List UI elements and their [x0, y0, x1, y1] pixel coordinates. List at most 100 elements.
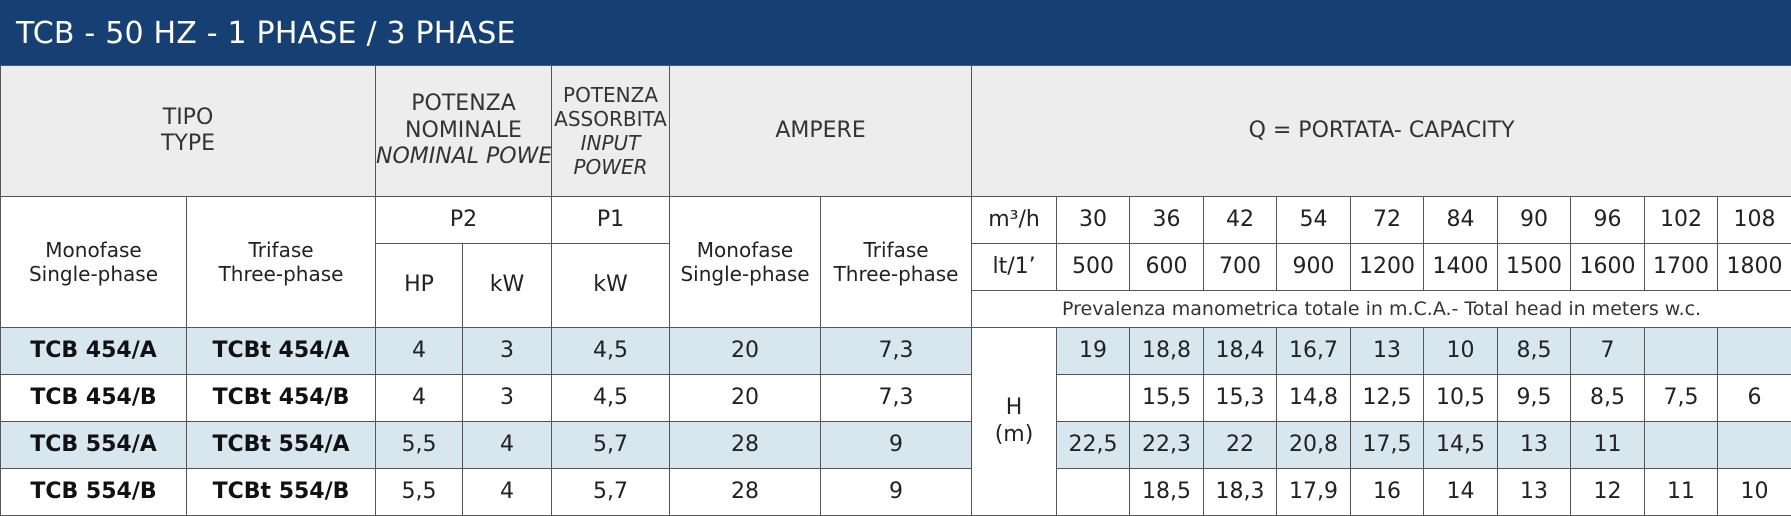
model-mono: TCB 554/A	[1, 422, 187, 469]
head-cell	[1057, 375, 1130, 422]
model-mono: TCB 454/B	[1, 375, 187, 422]
kw-cell: 4	[463, 469, 552, 516]
head-cell: 14,8	[1277, 375, 1351, 422]
amp-tri-cell: 7,3	[821, 375, 972, 422]
p1-cell: 5,7	[552, 422, 670, 469]
head-cell: 10	[1424, 328, 1498, 375]
head-cell: 7	[1571, 328, 1645, 375]
capacity-header: Q = PORTATA- CAPACITY	[972, 66, 1791, 197]
nominal-power-header: POTENZA NOMINALE NOMINAL POWER	[376, 66, 552, 197]
model-tri: TCBt 554/A	[187, 422, 376, 469]
head-cell: 22,5	[1057, 422, 1130, 469]
model-tri: TCBt 454/A	[187, 328, 376, 375]
hp-cell: 4	[376, 328, 463, 375]
head-cell: 16	[1351, 469, 1424, 516]
amp-tri-cell: 9	[821, 422, 972, 469]
flow-lt-cell: 1200	[1351, 244, 1424, 291]
model-tri: TCBt 554/B	[187, 469, 376, 516]
head-cell: 16,7	[1277, 328, 1351, 375]
unit-m3h: m³/h	[972, 197, 1057, 244]
head-cell: 8,5	[1571, 375, 1645, 422]
model-tri: TCBt 454/B	[187, 375, 376, 422]
flow-lt-cell: 600	[1130, 244, 1204, 291]
head-cell	[1057, 469, 1130, 516]
head-cell: 12	[1571, 469, 1645, 516]
flow-m3h-cell: 42	[1204, 197, 1277, 244]
head-cell: 14	[1424, 469, 1498, 516]
amp-mono-cell: 20	[670, 328, 821, 375]
flow-m3h-cell: 84	[1424, 197, 1498, 244]
p1-cell: 4,5	[552, 328, 670, 375]
table-row: TCB 454/B TCBt 454/B 4 3 4,5 20 7,3 15,5…	[1, 375, 1791, 422]
kw-cell: 3	[463, 328, 552, 375]
head-cell: 17,9	[1277, 469, 1351, 516]
kw-header: kW	[463, 244, 552, 328]
model-mono: TCB 454/A	[1, 328, 187, 375]
head-cell: 13	[1351, 328, 1424, 375]
kw-p1-header: kW	[552, 244, 670, 328]
flow-m3h-cell: 90	[1498, 197, 1571, 244]
hp-header: HP	[376, 244, 463, 328]
head-cell: 17,5	[1351, 422, 1424, 469]
p1-header: P1	[552, 197, 670, 244]
amp-tri-cell: 7,3	[821, 328, 972, 375]
table-title-bar: TCB - 50 HZ - 1 PHASE / 3 PHASE	[0, 0, 1791, 65]
flow-lt-cell: 1500	[1498, 244, 1571, 291]
head-cell: 18,5	[1130, 469, 1204, 516]
flow-m3h-cell: 36	[1130, 197, 1204, 244]
kw-cell: 4	[463, 422, 552, 469]
head-cell: 14,5	[1424, 422, 1498, 469]
head-cell: 13	[1498, 469, 1571, 516]
head-cell: 22,3	[1130, 422, 1204, 469]
head-cell: 18,4	[1204, 328, 1277, 375]
model-mono: TCB 554/B	[1, 469, 187, 516]
hp-cell: 5,5	[376, 469, 463, 516]
head-cell: 22	[1204, 422, 1277, 469]
amp-mono-cell: 28	[670, 422, 821, 469]
flow-lt-cell: 1800	[1718, 244, 1791, 291]
p1-cell: 5,7	[552, 469, 670, 516]
flow-lt-cell: 900	[1277, 244, 1351, 291]
head-cell: 11	[1645, 469, 1718, 516]
flow-m3h-cell: 30	[1057, 197, 1130, 244]
head-cell: 18,8	[1130, 328, 1204, 375]
flow-m3h-cell: 72	[1351, 197, 1424, 244]
flow-m3h-cell: 96	[1571, 197, 1645, 244]
head-cell: 10,5	[1424, 375, 1498, 422]
kw-cell: 3	[463, 375, 552, 422]
table-row: TCB 554/A TCBt 554/A 5,5 4 5,7 28 9 22,5…	[1, 422, 1791, 469]
head-cell: 18,3	[1204, 469, 1277, 516]
flow-lt-cell: 700	[1204, 244, 1277, 291]
head-cell: 10	[1718, 469, 1791, 516]
table-title: TCB - 50 HZ - 1 PHASE / 3 PHASE	[16, 16, 516, 51]
head-cell: 15,5	[1130, 375, 1204, 422]
head-cell	[1645, 328, 1718, 375]
flow-m3h-cell: 108	[1718, 197, 1791, 244]
hp-cell: 5,5	[376, 422, 463, 469]
unit-lt: lt/1’	[972, 244, 1057, 291]
head-cell: 6	[1718, 375, 1791, 422]
table-row: TCB 554/B TCBt 554/B 5,5 4 5,7 28 9 18,5…	[1, 469, 1791, 516]
head-cell	[1645, 422, 1718, 469]
head-cell: 15,3	[1204, 375, 1277, 422]
head-cell	[1718, 328, 1791, 375]
head-cell	[1718, 422, 1791, 469]
amp-mono-cell: 28	[670, 469, 821, 516]
flow-m3h-cell: 102	[1645, 197, 1718, 244]
p1-cell: 4,5	[552, 375, 670, 422]
ampere-header: AMPERE	[670, 66, 972, 197]
head-cell: 7,5	[1645, 375, 1718, 422]
head-cell: 9,5	[1498, 375, 1571, 422]
hp-cell: 4	[376, 375, 463, 422]
flow-lt-cell: 1600	[1571, 244, 1645, 291]
flow-m3h-cell: 54	[1277, 197, 1351, 244]
head-cell: 13	[1498, 422, 1571, 469]
flow-lt-cell: 1400	[1424, 244, 1498, 291]
flow-lt-cell: 1700	[1645, 244, 1718, 291]
amp-mono-cell: 20	[670, 375, 821, 422]
amp-tri-cell: 9	[821, 469, 972, 516]
